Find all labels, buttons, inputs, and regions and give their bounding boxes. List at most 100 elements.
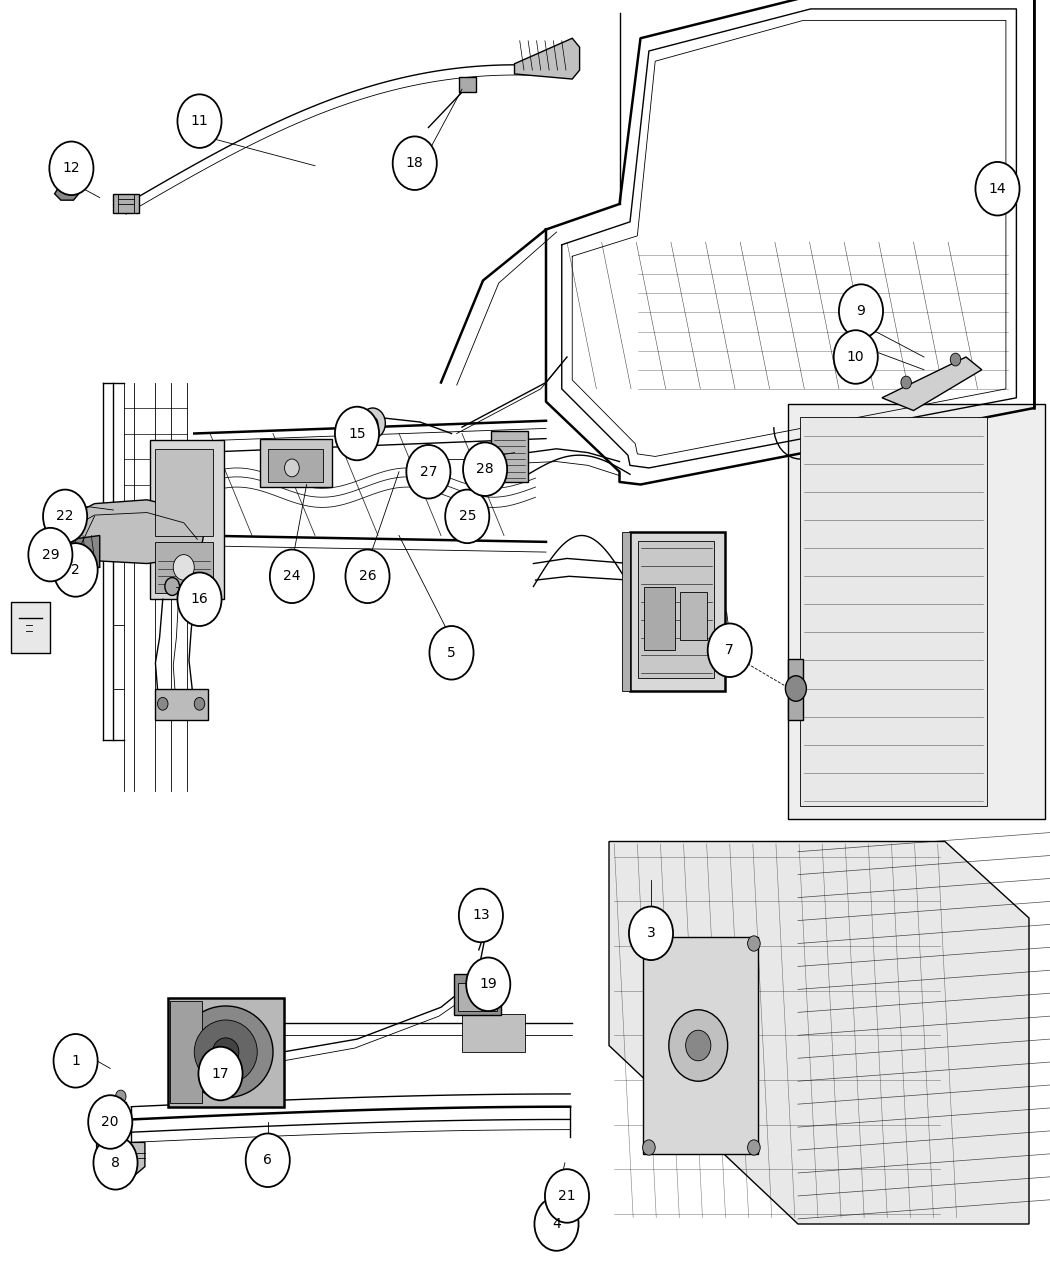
FancyBboxPatch shape <box>155 542 213 593</box>
Circle shape <box>748 1140 760 1155</box>
Polygon shape <box>52 536 100 574</box>
Text: 19: 19 <box>480 978 497 991</box>
Circle shape <box>158 697 168 710</box>
Circle shape <box>173 555 194 580</box>
Text: 3: 3 <box>647 927 655 940</box>
FancyBboxPatch shape <box>458 983 497 1011</box>
Text: 5: 5 <box>447 646 456 659</box>
FancyBboxPatch shape <box>260 439 332 487</box>
Circle shape <box>177 572 222 626</box>
Circle shape <box>88 1095 132 1149</box>
FancyBboxPatch shape <box>622 532 630 691</box>
FancyBboxPatch shape <box>638 541 714 678</box>
Circle shape <box>54 543 98 597</box>
Text: 12: 12 <box>63 162 80 175</box>
Polygon shape <box>882 357 982 411</box>
Circle shape <box>345 550 390 603</box>
FancyBboxPatch shape <box>630 532 724 691</box>
Circle shape <box>629 907 673 960</box>
Ellipse shape <box>194 1020 257 1084</box>
Text: 24: 24 <box>284 570 300 583</box>
Circle shape <box>198 1047 243 1100</box>
Circle shape <box>49 142 93 195</box>
Polygon shape <box>10 602 50 653</box>
FancyBboxPatch shape <box>454 974 501 1015</box>
Text: 28: 28 <box>477 463 493 476</box>
Text: 22: 22 <box>57 510 74 523</box>
Circle shape <box>285 459 299 477</box>
Circle shape <box>975 162 1020 215</box>
FancyBboxPatch shape <box>788 659 803 720</box>
Text: 4: 4 <box>552 1218 561 1230</box>
Text: 14: 14 <box>989 182 1006 195</box>
FancyBboxPatch shape <box>103 1102 126 1137</box>
Text: 17: 17 <box>212 1067 229 1080</box>
FancyBboxPatch shape <box>643 937 758 1154</box>
Text: 16: 16 <box>191 593 208 606</box>
Ellipse shape <box>212 1038 239 1066</box>
Text: 1: 1 <box>71 1054 80 1067</box>
Circle shape <box>393 136 437 190</box>
Circle shape <box>68 1047 83 1065</box>
Circle shape <box>534 1197 579 1251</box>
Text: 15: 15 <box>349 427 365 440</box>
Circle shape <box>445 490 489 543</box>
FancyBboxPatch shape <box>680 592 707 640</box>
FancyBboxPatch shape <box>168 998 284 1107</box>
Circle shape <box>545 1169 589 1223</box>
Text: 18: 18 <box>406 157 423 170</box>
Polygon shape <box>113 194 139 213</box>
Circle shape <box>901 376 911 389</box>
Polygon shape <box>52 500 205 564</box>
Text: 25: 25 <box>459 510 476 523</box>
FancyBboxPatch shape <box>462 1014 525 1052</box>
Circle shape <box>406 445 450 499</box>
Text: 2: 2 <box>71 564 80 576</box>
Circle shape <box>177 94 222 148</box>
Circle shape <box>686 1030 711 1061</box>
Text: 13: 13 <box>472 909 489 922</box>
Circle shape <box>165 578 180 595</box>
Circle shape <box>43 490 87 543</box>
FancyBboxPatch shape <box>459 76 476 92</box>
Circle shape <box>463 442 507 496</box>
Circle shape <box>643 1140 655 1155</box>
Text: 21: 21 <box>559 1190 575 1202</box>
FancyBboxPatch shape <box>800 417 987 806</box>
Circle shape <box>246 1133 290 1187</box>
Circle shape <box>643 936 655 951</box>
FancyBboxPatch shape <box>788 404 1045 819</box>
Circle shape <box>459 889 503 942</box>
FancyBboxPatch shape <box>644 586 675 650</box>
Polygon shape <box>514 38 580 79</box>
Circle shape <box>472 898 489 918</box>
Circle shape <box>54 1034 98 1088</box>
Circle shape <box>270 550 314 603</box>
Polygon shape <box>609 842 1029 1224</box>
Ellipse shape <box>178 1006 273 1098</box>
Text: 8: 8 <box>111 1156 120 1169</box>
Circle shape <box>360 408 385 439</box>
Circle shape <box>194 697 205 710</box>
Circle shape <box>834 330 878 384</box>
Polygon shape <box>97 1142 145 1176</box>
Circle shape <box>28 528 72 581</box>
Circle shape <box>950 353 961 366</box>
Text: 20: 20 <box>102 1116 119 1128</box>
FancyBboxPatch shape <box>491 431 528 482</box>
Circle shape <box>839 284 883 338</box>
FancyBboxPatch shape <box>155 688 208 720</box>
Circle shape <box>93 1136 138 1190</box>
FancyBboxPatch shape <box>268 449 323 482</box>
Circle shape <box>785 676 806 701</box>
Circle shape <box>116 1090 126 1103</box>
Circle shape <box>429 626 474 680</box>
Circle shape <box>748 936 760 951</box>
Text: 9: 9 <box>857 305 865 317</box>
Text: 29: 29 <box>42 548 59 561</box>
Text: 6: 6 <box>264 1154 272 1167</box>
Circle shape <box>335 407 379 460</box>
Text: 11: 11 <box>191 115 208 128</box>
FancyBboxPatch shape <box>150 440 224 599</box>
Text: 7: 7 <box>726 644 734 657</box>
